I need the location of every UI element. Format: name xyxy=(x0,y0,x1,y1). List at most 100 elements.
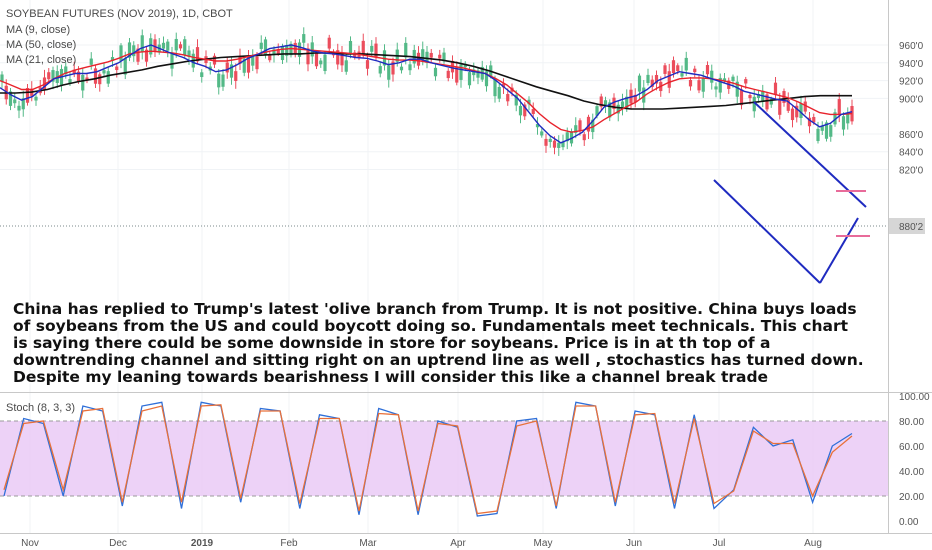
candle-body xyxy=(123,58,127,75)
stoch-tick-label: 40.00 xyxy=(899,467,924,478)
candle-body xyxy=(739,89,744,106)
candle-body xyxy=(115,66,119,71)
candle-body xyxy=(833,112,837,125)
candle-body xyxy=(149,38,153,55)
time-tick-label: 2019 xyxy=(191,538,214,549)
candle-body xyxy=(765,94,769,110)
candle-body xyxy=(153,39,157,52)
candle-body xyxy=(595,106,599,116)
candle-body xyxy=(127,42,132,58)
candle-body xyxy=(518,105,523,116)
candle-body xyxy=(616,104,620,114)
time-axis[interactable]: Nov Dec 2019 Feb Mar Apr May Jun Jul Aug xyxy=(21,538,822,549)
candle-body xyxy=(68,79,72,84)
candle-body xyxy=(633,94,637,103)
annotation-halo: Despite my leaning towards bearishness I… xyxy=(13,368,768,386)
candle-body xyxy=(476,70,480,78)
stoch-tick-label: 60.00 xyxy=(899,442,924,453)
candle-body xyxy=(174,38,178,51)
candle-body xyxy=(387,65,391,80)
candle-body xyxy=(501,83,506,88)
candle-body xyxy=(697,80,701,91)
annotation-halo: downtrending channel and sitting right o… xyxy=(13,351,864,369)
candle-body xyxy=(246,56,251,73)
candle-body xyxy=(178,44,183,49)
candle-body xyxy=(654,74,659,84)
candle-body xyxy=(472,69,476,76)
candle-body xyxy=(391,61,395,75)
candle-body xyxy=(340,53,344,66)
candle-body xyxy=(421,49,425,60)
candle-body xyxy=(565,132,569,142)
last-price-label: 880'2 xyxy=(899,222,924,233)
candle-body xyxy=(378,66,382,74)
candle-body xyxy=(404,42,408,58)
stoch-axis[interactable]: 100.00 80.00 60.00 40.00 20.00 0.00 xyxy=(899,392,930,528)
candle-body xyxy=(306,48,310,65)
candle-body xyxy=(676,65,680,72)
time-tick-label: Feb xyxy=(280,538,298,549)
candle-body xyxy=(238,55,242,64)
candle-body xyxy=(34,96,38,101)
candle-body xyxy=(166,41,170,51)
time-tick-label: Mar xyxy=(359,538,377,549)
stoch-tick-label: 20.00 xyxy=(899,492,924,503)
candle-body xyxy=(701,78,705,92)
legend-ma50: MA (50, close) xyxy=(6,39,76,51)
candle-body xyxy=(756,94,761,98)
price-axis[interactable]: 960'0 940'0 920'0 900'0 860'0 840'0 820'0 xyxy=(899,41,924,177)
candle-body xyxy=(829,125,833,137)
legend-ma9: MA (9, close) xyxy=(6,24,70,36)
candle-body xyxy=(680,73,684,77)
candle-body xyxy=(98,74,102,85)
candle-body xyxy=(684,57,688,71)
candle-body xyxy=(187,50,191,57)
candle-body xyxy=(51,70,55,82)
candle-body xyxy=(217,73,221,88)
candle-body xyxy=(548,138,552,143)
candle-body xyxy=(544,138,548,146)
candle-body xyxy=(455,67,459,83)
candle-body xyxy=(561,141,565,148)
candle-body xyxy=(514,94,518,106)
candle-body xyxy=(268,55,272,61)
candle-body xyxy=(161,42,166,49)
annotation-halo: is saying there could be some downside i… xyxy=(13,334,770,352)
candle-body xyxy=(429,52,433,58)
candle-body xyxy=(93,68,98,84)
ma9-line xyxy=(0,44,853,144)
candle-body xyxy=(234,71,238,81)
price-tick-label: 940'0 xyxy=(899,59,924,70)
annotation: China has replied to Trump's latest 'oli… xyxy=(12,299,866,388)
price-tick-label: 900'0 xyxy=(899,94,924,105)
candle-body xyxy=(263,39,268,55)
annotation-line: downtrending channel and sitting right o… xyxy=(13,351,864,369)
candle-body xyxy=(446,70,450,79)
candle-body xyxy=(586,116,591,132)
candle-body xyxy=(72,69,76,74)
price-tick-label: 860'0 xyxy=(899,130,924,141)
candle-body xyxy=(132,45,136,57)
candle-body xyxy=(603,100,608,107)
candle-body xyxy=(484,71,489,87)
candle-body xyxy=(136,48,140,62)
candle-body xyxy=(748,95,752,99)
candle-body xyxy=(13,99,17,104)
candle-body xyxy=(200,72,204,78)
candle-body xyxy=(336,50,340,65)
candle-body xyxy=(353,52,357,58)
candle-body xyxy=(820,125,824,131)
candle-body xyxy=(25,88,30,103)
candle-body xyxy=(76,71,81,82)
candle-body xyxy=(242,58,246,73)
candle-body xyxy=(816,128,820,142)
candle-body xyxy=(714,86,718,90)
candle-body xyxy=(251,56,255,66)
candle-body xyxy=(399,66,404,71)
channel-upper-line xyxy=(753,101,867,208)
candle-body xyxy=(0,74,4,82)
candle-body xyxy=(285,45,289,56)
candle-body xyxy=(620,101,625,108)
